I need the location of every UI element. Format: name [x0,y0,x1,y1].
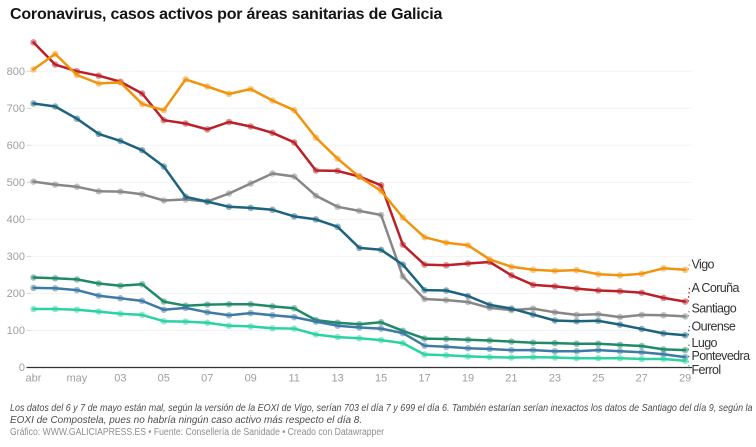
svg-text:19: 19 [462,373,474,385]
svg-text:Ourense: Ourense [692,320,736,334]
svg-text:05: 05 [158,373,170,385]
svg-text:A Coruña: A Coruña [692,281,740,295]
svg-text:29: 29 [679,373,691,385]
svg-text:400: 400 [7,214,25,226]
svg-text:300: 300 [7,251,25,263]
svg-text:Lugo: Lugo [692,336,718,350]
svg-text:may: may [67,373,88,385]
svg-text:15: 15 [375,373,387,385]
svg-text:600: 600 [7,140,25,152]
svg-text:Santiago: Santiago [692,302,737,316]
svg-text:03: 03 [114,373,126,385]
svg-text:500: 500 [7,177,25,189]
svg-text:0: 0 [19,362,25,374]
svg-text:abr: abr [26,373,42,385]
svg-text:27: 27 [636,373,648,385]
svg-text:25: 25 [592,373,604,385]
svg-text:Pontevedra: Pontevedra [692,349,751,363]
svg-text:Vigo: Vigo [692,258,715,272]
svg-text:200: 200 [7,288,25,300]
svg-text:21: 21 [505,373,517,385]
svg-text:09: 09 [245,373,257,385]
svg-text:Ferrol: Ferrol [692,363,721,377]
svg-text:11: 11 [288,373,299,385]
svg-text:17: 17 [418,373,430,385]
svg-text:23: 23 [549,373,561,385]
svg-text:07: 07 [201,373,213,385]
svg-text:800: 800 [7,66,25,78]
svg-text:13: 13 [331,373,343,385]
svg-text:100: 100 [7,325,25,337]
svg-text:700: 700 [7,103,25,115]
